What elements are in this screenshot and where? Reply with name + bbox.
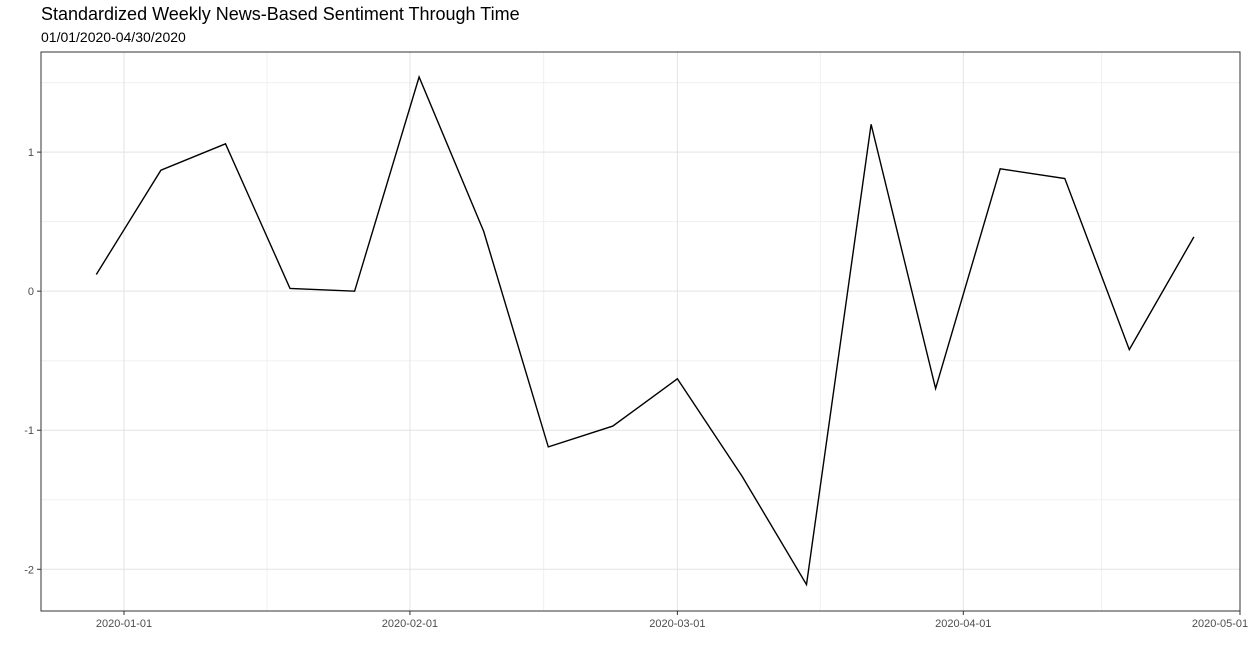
x-tick-label: 2020-01-01 xyxy=(96,618,152,630)
series-line xyxy=(95,74,1195,587)
plot-panel-border xyxy=(40,51,1241,612)
y-axis: -2 -1 0 1 xyxy=(24,147,41,576)
y-tick-label: -1 xyxy=(24,425,34,437)
series-layer xyxy=(95,74,1195,587)
grid-minor xyxy=(41,52,1240,611)
chart-title: Standardized Weekly News-Based Sentiment… xyxy=(41,4,520,24)
x-axis: 2020-01-01 2020-02-01 2020-03-01 2020-04-01… xyxy=(96,611,1248,630)
plot-background xyxy=(41,52,1240,611)
grid-major xyxy=(41,52,1240,611)
x-tick-label: 2020-05-01 xyxy=(1192,618,1248,630)
chart-subtitle: 01/01/2020-04/30/2020 xyxy=(41,29,186,45)
y-tick-label: -2 xyxy=(24,564,34,576)
x-tick-label: 2020-02-01 xyxy=(382,618,438,630)
y-tick-label: 1 xyxy=(28,147,34,159)
x-tick-label: 2020-04-01 xyxy=(935,618,991,630)
x-tick-label: 2020-03-01 xyxy=(649,618,705,630)
y-tick-label: 0 xyxy=(28,286,34,298)
